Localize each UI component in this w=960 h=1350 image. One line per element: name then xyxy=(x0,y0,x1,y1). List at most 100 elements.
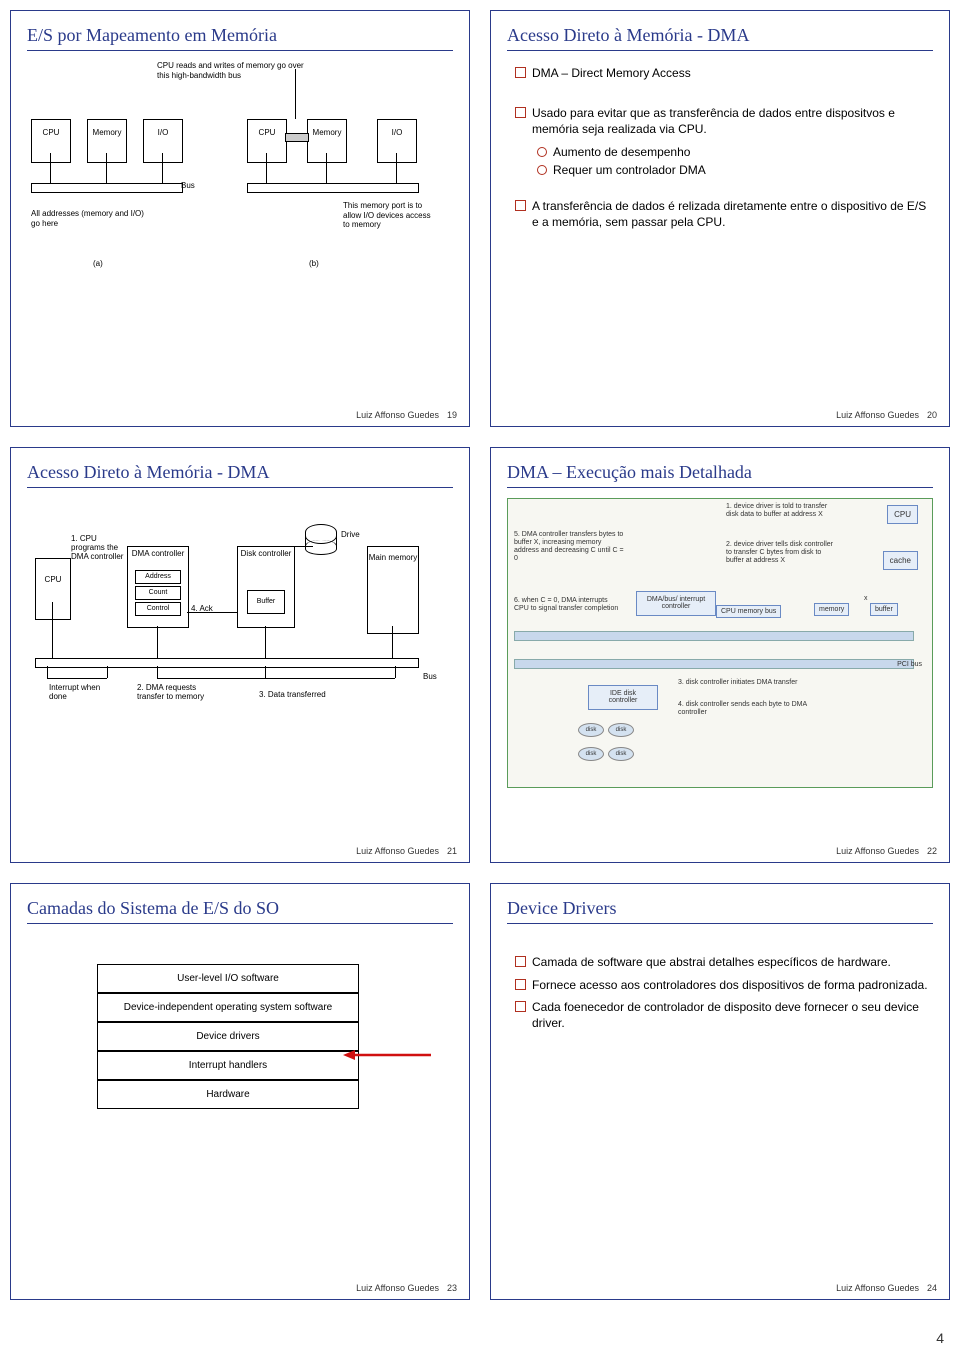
fig-layers: User-level I/O software Device-independe… xyxy=(27,964,453,1109)
bullet-text: Cada foenecedor de controlador de dispos… xyxy=(532,999,933,1031)
footer-author: Luiz Affonso Guedes xyxy=(836,410,919,420)
subbullet-text: Requer um controlador DMA xyxy=(553,162,706,178)
s5-label: 5. DMA controller transfers bytes to buf… xyxy=(514,531,624,563)
drive-label: Drive xyxy=(341,530,360,539)
disk: disk xyxy=(578,747,604,761)
dma-label: DMA controller xyxy=(128,549,188,558)
footer-author: Luiz Affonso Guedes xyxy=(836,846,919,856)
slide-footer: Luiz Affonso Guedes 20 xyxy=(836,410,937,420)
bullet: Usado para evitar que as transferência d… xyxy=(515,105,933,137)
slide-1: E/S por Mapeamento em Memória CPU reads … xyxy=(10,10,470,427)
cpu-bus-box: CPU memory bus xyxy=(716,605,781,618)
bullet: A transferência de dados é relizada dire… xyxy=(515,198,933,230)
fig-dma: CPU 1. CPU programs the DMA controller D… xyxy=(27,508,453,788)
layer: Device drivers xyxy=(97,1022,359,1051)
caption-top: CPU reads and writes of memory go over t… xyxy=(157,61,317,80)
bullet-text: Fornece acesso aos controladores dos dis… xyxy=(532,977,928,993)
slide-num: 24 xyxy=(927,1283,937,1293)
control-box: Control xyxy=(135,602,181,616)
disk-label: Disk controller xyxy=(238,549,294,558)
slide-title: Device Drivers xyxy=(507,898,933,924)
buffer-box: Buffer xyxy=(247,590,285,614)
layer: Hardware xyxy=(97,1080,359,1109)
disk: disk xyxy=(608,723,634,737)
disk: disk xyxy=(578,723,604,737)
subbullet-text: Aumento de desempenho xyxy=(553,144,690,160)
cpu-box: CPU xyxy=(35,558,71,620)
caption-b: This memory port is to allow I/O devices… xyxy=(343,201,433,230)
slide-footer: Luiz Affonso Guedes 19 xyxy=(356,410,457,420)
slide-6: Device Drivers Camada de software que ab… xyxy=(490,883,950,1300)
caption-a: All addresses (memory and I/O) go here xyxy=(31,209,151,228)
x-label: x xyxy=(864,595,868,603)
slide-3: Acesso Direto à Memória - DMA CPU 1. CPU… xyxy=(10,447,470,864)
mem-box: Memory xyxy=(307,119,347,163)
arrow-icon xyxy=(343,1047,433,1063)
layer: User-level I/O software xyxy=(97,964,359,993)
slide-footer: Luiz Affonso Guedes 21 xyxy=(356,846,457,856)
s4-label: 4. disk controller sends each byte to DM… xyxy=(678,701,808,717)
fig-memory-mapped-io: CPU reads and writes of memory go over t… xyxy=(27,61,453,341)
layer: Interrupt handlers xyxy=(97,1051,359,1080)
slide-footer: Luiz Affonso Guedes 22 xyxy=(836,846,937,856)
buffer-box: buffer xyxy=(870,603,898,616)
bullet: DMA – Direct Memory Access xyxy=(515,65,933,81)
step2-label: 2. DMA requests transfer to memory xyxy=(137,683,217,701)
page-number: 4 xyxy=(936,1330,944,1346)
slide-2: Acesso Direto à Memória - DMA DMA – Dire… xyxy=(490,10,950,427)
footer-author: Luiz Affonso Guedes xyxy=(356,410,439,420)
slide-num: 20 xyxy=(927,410,937,420)
step1-label: 1. CPU programs the DMA controller xyxy=(71,534,125,562)
slide-5: Camadas do Sistema de E/S do SO User-lev… xyxy=(10,883,470,1300)
bus-label: Bus xyxy=(423,672,437,681)
bullet-text: DMA – Direct Memory Access xyxy=(532,65,691,81)
pci-label: PCI bus xyxy=(897,661,922,669)
layer: Device-independent operating system soft… xyxy=(97,993,359,1022)
subbullet: Requer um controlador DMA xyxy=(537,162,933,178)
bullet: Cada foenecedor de controlador de dispos… xyxy=(515,999,933,1031)
footer-author: Luiz Affonso Guedes xyxy=(356,1283,439,1293)
dma-int-box: DMA/bus/ interrupt controller xyxy=(636,591,716,616)
count-box: Count xyxy=(135,586,181,600)
s2-label: 2. device driver tells disk controller t… xyxy=(726,541,836,565)
memory-box: memory xyxy=(814,603,849,616)
slide-title: E/S por Mapeamento em Memória xyxy=(27,25,453,51)
slide-title: DMA – Execução mais Detalhada xyxy=(507,462,933,488)
bullet: Camada de software que abstrai detalhes … xyxy=(515,954,933,970)
slide-num: 22 xyxy=(927,846,937,856)
slide-title: Acesso Direto à Memória - DMA xyxy=(27,462,453,488)
mem-box: Memory xyxy=(87,119,127,163)
label-b: (b) xyxy=(309,259,319,268)
s1-label: 1. device driver is told to transfer dis… xyxy=(726,503,836,519)
int-label: Interrupt when done xyxy=(49,683,109,701)
fig-dma-detailed: CPU cache 1. device driver is told to tr… xyxy=(507,498,933,788)
label-a: (a) xyxy=(93,259,103,268)
cpu-box: CPU xyxy=(31,119,71,163)
disk-ctrl-box: Disk controller xyxy=(237,546,295,628)
bullet-text: Usado para evitar que as transferência d… xyxy=(532,105,933,137)
slide-num: 23 xyxy=(447,1283,457,1293)
bullet-text: Camada de software que abstrai detalhes … xyxy=(532,954,891,970)
step3-label: 3. Data transferred xyxy=(259,690,339,699)
ide-box: IDE disk controller xyxy=(588,685,658,710)
addr-box: Address xyxy=(135,570,181,584)
s6-label: 6. when C = 0, DMA interrupts CPU to sig… xyxy=(514,597,624,613)
io-box: I/O xyxy=(143,119,183,163)
slide-title: Acesso Direto à Memória - DMA xyxy=(507,25,933,51)
io-box: I/O xyxy=(377,119,417,163)
subbullet: Aumento de desempenho xyxy=(537,144,933,160)
slide-title: Camadas do Sistema de E/S do SO xyxy=(27,898,453,924)
cache-box: cache xyxy=(883,551,918,570)
slide-footer: Luiz Affonso Guedes 23 xyxy=(356,1283,457,1293)
slide-4: DMA – Execução mais Detalhada CPU cache … xyxy=(490,447,950,864)
bullet-text: A transferência de dados é relizada dire… xyxy=(532,198,933,230)
bullet: Fornece acesso aos controladores dos dis… xyxy=(515,977,933,993)
slide-num: 19 xyxy=(447,410,457,420)
slide-num: 21 xyxy=(447,846,457,856)
bus-label: Bus xyxy=(181,181,195,190)
cpu-box: CPU xyxy=(887,505,918,524)
footer-author: Luiz Affonso Guedes xyxy=(356,846,439,856)
slide-footer: Luiz Affonso Guedes24 xyxy=(836,1283,937,1293)
s3-label: 3. disk controller initiates DMA transfe… xyxy=(678,679,798,687)
main-mem-box: Main memory xyxy=(367,546,419,634)
